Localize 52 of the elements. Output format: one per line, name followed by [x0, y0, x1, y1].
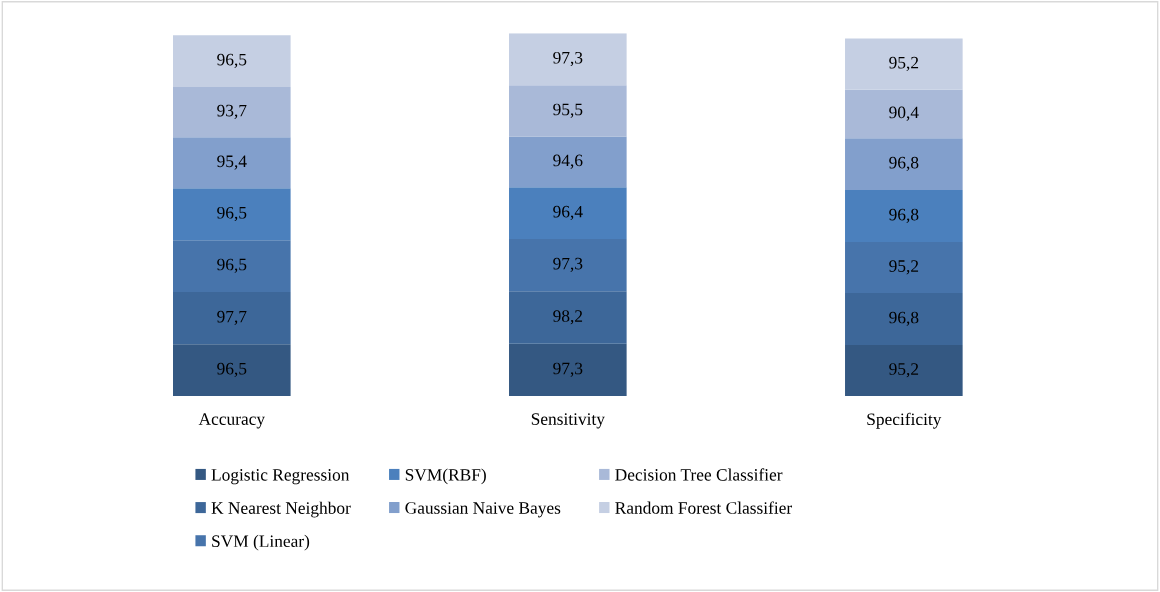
bar — [845, 89, 963, 139]
legend-label: SVM (Linear) — [212, 534, 310, 551]
bar — [845, 138, 963, 191]
x-tick-label: Specificity — [867, 412, 942, 429]
bar — [509, 291, 627, 344]
data-label: 95,5 — [553, 103, 583, 118]
data-label: 96,8 — [889, 311, 919, 326]
legend-label: SVM(RBF) — [405, 468, 486, 485]
data-label: 95,4 — [217, 155, 247, 170]
bar — [173, 240, 291, 292]
data-label: 97,3 — [553, 257, 583, 272]
bar — [173, 291, 291, 345]
data-label: 96,5 — [217, 206, 247, 222]
data-label: 90,4 — [889, 106, 919, 121]
bar — [845, 190, 963, 243]
bar — [845, 344, 963, 397]
data-label: 97,7 — [217, 310, 247, 325]
data-label: 96,5 — [217, 362, 247, 378]
data-label: 96,8 — [889, 208, 919, 223]
data-label: 98,2 — [553, 310, 583, 325]
bar — [845, 293, 963, 345]
data-label: 97,3 — [553, 362, 583, 377]
data-label: 95,2 — [889, 363, 919, 378]
data-label: 95,2 — [889, 56, 919, 71]
data-label: 96,8 — [889, 156, 919, 171]
data-label: 93,7 — [217, 104, 247, 119]
bar — [845, 242, 963, 294]
bar — [509, 239, 627, 292]
legend-label: Decision Tree Classifier — [615, 468, 783, 481]
legend-label: Logistic Regression — [211, 469, 350, 485]
bar — [173, 86, 291, 138]
legend-label: Random Forest Classifier — [615, 501, 793, 514]
data-label: 94,6 — [553, 154, 583, 169]
bar — [173, 344, 291, 397]
data-label: 95,2 — [889, 260, 919, 275]
bar — [173, 188, 291, 241]
x-tick-label: Accuracy — [198, 413, 265, 429]
data-label: 96,5 — [217, 258, 247, 273]
bar — [509, 136, 627, 188]
bar — [173, 35, 291, 87]
bar — [509, 343, 627, 397]
bar — [509, 187, 627, 239]
x-tick-label: Sensitivity — [531, 413, 605, 429]
data-label: 96,5 — [217, 53, 247, 68]
data-label: 97,3 — [553, 51, 583, 67]
data-label: 96,4 — [553, 205, 583, 220]
bar — [509, 33, 627, 86]
bar — [509, 85, 627, 137]
legend-label: Gaussian Naive Bayes — [405, 502, 561, 518]
bar — [173, 137, 291, 189]
bar — [845, 38, 963, 90]
legend-label: K Nearest Neighbor — [211, 501, 351, 518]
